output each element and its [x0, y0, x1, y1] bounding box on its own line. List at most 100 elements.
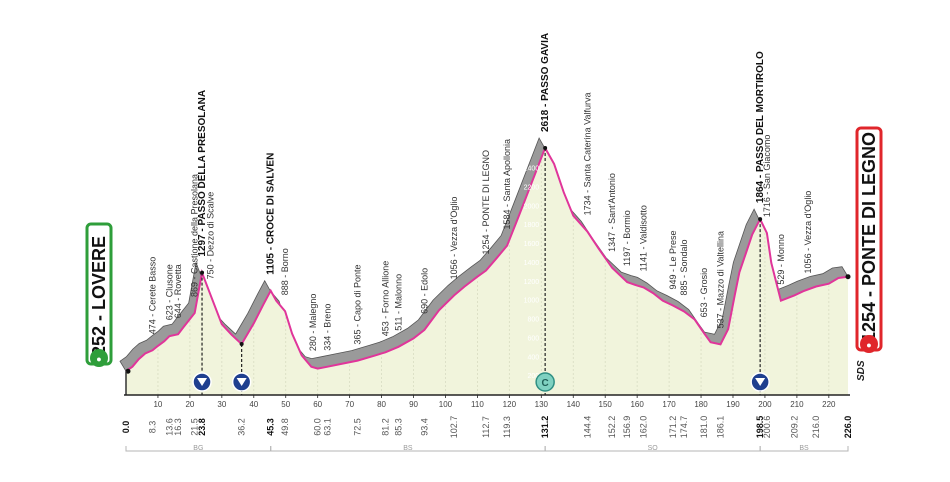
km-mark-label: 49.8	[280, 418, 290, 436]
km-mark-label: 93.4	[419, 418, 429, 436]
place-label: 653 - Grosio	[699, 268, 709, 318]
km-mark-label: 13.6	[164, 418, 174, 436]
province-label: BG	[193, 445, 203, 452]
place-label: 365 - Capo di Ponte	[353, 265, 363, 345]
km-mark-label: 131.2	[540, 416, 550, 439]
provinces-layer: BG BS SO BS	[125, 445, 849, 452]
km-mark-label: 186.1	[716, 416, 726, 439]
km-mark-label: 156.9	[622, 416, 632, 439]
cima-coppi-icon	[535, 372, 555, 392]
province-label: BS	[403, 445, 413, 452]
place-label: 474 - Cerete Basso	[148, 257, 158, 335]
start-badge: 252 - LOVERE ●	[85, 222, 113, 367]
bike-icon: ●	[96, 354, 101, 364]
place-label: 888 - Borno	[280, 248, 290, 295]
province-bracket	[759, 446, 849, 452]
km-mark-label: 200.6	[762, 416, 772, 439]
profile-area	[126, 148, 848, 395]
place-label: 511 - Malonno	[394, 274, 404, 331]
place-label: 1056 - Vezza d'Oglio	[803, 191, 813, 274]
km-mark-label: 81.2	[380, 418, 390, 436]
km-mark-label: 226.0	[843, 416, 853, 439]
altitude-tick: 200	[527, 373, 539, 380]
x-tick-label: 90	[409, 400, 418, 409]
place-label: 1254 - PONTE DI LEGNO	[481, 150, 491, 255]
km-mark-label: 181.0	[699, 416, 709, 439]
place-label: 537 - Mazzo di Valtellina	[716, 231, 726, 328]
place-label: 1716 - San Giacomo	[762, 135, 772, 218]
province-label: SO	[648, 445, 659, 452]
x-tick-label: 170	[662, 400, 676, 409]
x-tick-label: 10	[153, 400, 162, 409]
place-label: 885 - Sondalo	[679, 239, 689, 295]
x-tick-label: 20	[185, 400, 194, 409]
km-mark-label: 21.5	[190, 418, 200, 436]
x-tick-label: 160	[630, 400, 644, 409]
km-mark-label: 85.3	[394, 418, 404, 436]
km-mark-label: 8.3	[148, 421, 158, 434]
altitude-tick: 1200	[524, 279, 540, 286]
place-label: 1584 - Santa Apollonia	[502, 139, 512, 230]
km-mark-label: 60.0	[313, 418, 323, 436]
altitude-tick: 1000	[524, 298, 540, 305]
km-mark-label: 152.2	[607, 416, 617, 439]
km-mark-label: 119.3	[502, 416, 512, 438]
x-tick-label: 40	[249, 400, 258, 409]
place-label: 453 - Forno Allione	[380, 261, 390, 337]
summit-point	[239, 342, 244, 347]
place-label: 1105 - CROCE DI SALVEN	[266, 153, 277, 275]
altitude-tick: 1800	[524, 222, 540, 229]
place-label: 690 - Edolo	[419, 268, 429, 314]
place-label: 623 - Clusone	[164, 264, 174, 320]
place-label: 1297 - PASSO DELLA PRESOLANA	[197, 90, 208, 257]
summit-point	[543, 146, 548, 150]
place-label: 1347 - Sant'Antonio	[607, 173, 617, 252]
start-label: 252 - LOVERE	[89, 236, 109, 356]
altitude-tick: 1600	[524, 241, 540, 248]
x-tick-label: 120	[503, 400, 517, 409]
place-label: 1734 - Santa Caterina Valfurva	[582, 92, 592, 215]
place-label: 644 - Rovetta	[173, 264, 183, 318]
cima-coppi-label: C	[542, 378, 549, 389]
altitude-tick: 800	[527, 317, 539, 324]
start-dot-icon	[90, 349, 108, 367]
km-mark-label: 162.0	[639, 416, 649, 439]
x-tick-label: 200	[758, 400, 772, 409]
summit-point	[758, 217, 763, 222]
altitude-tick: 600	[527, 335, 539, 342]
x-tick-label: 100	[439, 400, 453, 409]
gpm-arrow-icon	[236, 378, 247, 386]
x-tick-label: 70	[345, 400, 354, 409]
province-label: BS	[799, 445, 809, 452]
place-label: 1141 - Valdisotto	[639, 205, 649, 271]
x-tick-label: 190	[726, 400, 740, 409]
place-label: 280 - Malegno	[308, 294, 318, 352]
finish-badge: 1254 - PONTE DI LEGNO ●	[855, 126, 883, 353]
altitude-tick: 2400	[524, 166, 540, 173]
place-label: 1056 - Vezza d'Oglio	[449, 197, 459, 280]
axis-layer: 10 20 30 40 50 60 70 80 90 100 110 120 130 140 150 160 1…	[121, 394, 853, 439]
x-tick-label: 180	[694, 400, 708, 409]
altitude-tick: 2000	[524, 203, 540, 210]
km-mark-label: 23.8	[197, 418, 207, 436]
sds-logo: SDS	[856, 360, 867, 381]
place-label: 1864 - PASSO DEL MORTIROLO	[755, 51, 766, 203]
gpm-arrow-icon	[755, 378, 766, 386]
km-mark-label: 45.3	[266, 418, 276, 436]
km-mark-label: 112.7	[481, 416, 491, 438]
place-label: 529 - Monno	[776, 234, 786, 285]
x-tick-label: 110	[471, 400, 484, 409]
profile-layer: 200 400 600 800 1000 1200 1400 1600 1800 2000 2200…	[119, 137, 851, 395]
altitude-tick: 400	[527, 354, 539, 361]
km-mark-label: 174.7	[679, 416, 689, 439]
km-mark-label: 0.0	[121, 421, 131, 434]
profile-line	[125, 145, 849, 373]
x-tick-label: 150	[599, 400, 613, 409]
altitude-tick: 2200	[524, 184, 540, 191]
summit-point	[200, 270, 205, 275]
x-tick-label: 60	[313, 400, 322, 409]
km-mark-label: 216.0	[811, 416, 821, 439]
km-mark-label: 102.7	[449, 416, 459, 439]
x-tick-label: 220	[822, 400, 836, 409]
